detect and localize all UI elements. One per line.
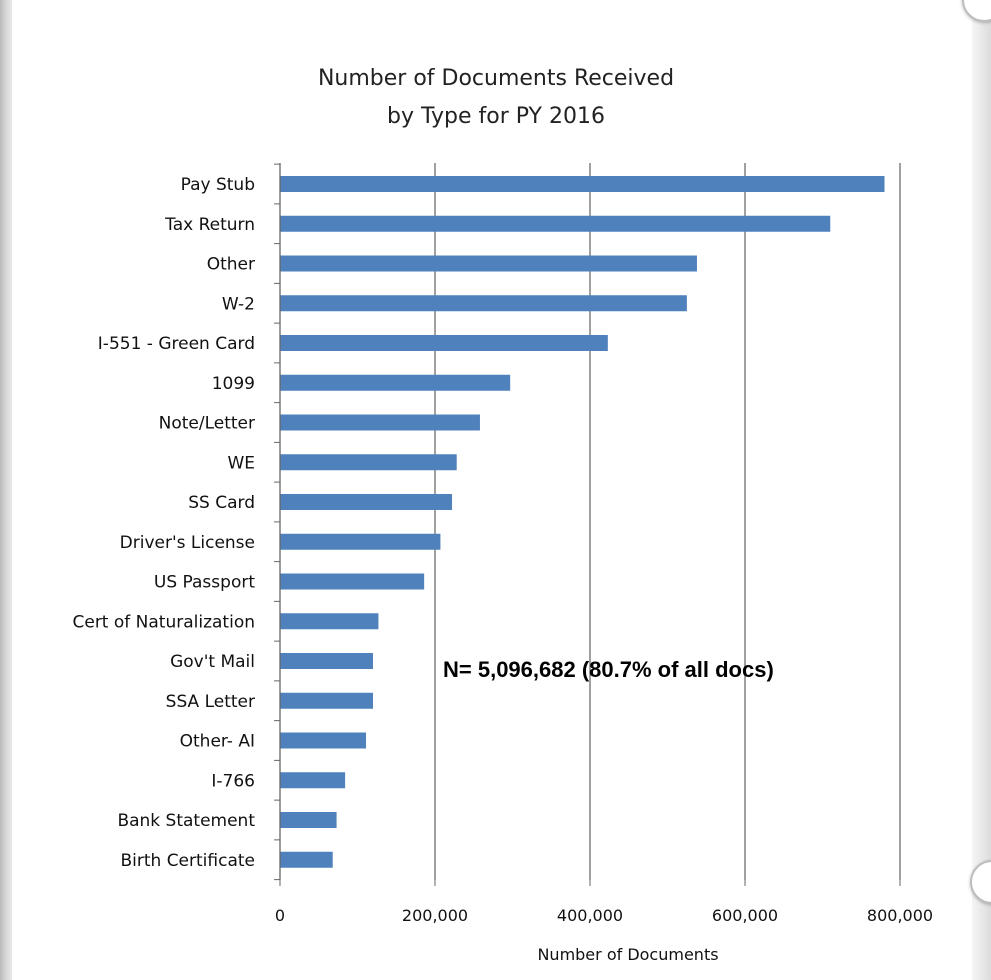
x-tick-label: 0 bbox=[275, 906, 285, 925]
bar bbox=[280, 335, 608, 351]
bar bbox=[280, 414, 480, 431]
bar bbox=[280, 613, 379, 630]
category-label: Note/Letter bbox=[159, 414, 255, 434]
category-label: I-551 - Green Card bbox=[98, 334, 255, 354]
annotation-total: N= 5,096,682 (80.7% of all docs) bbox=[443, 657, 774, 682]
category-labels: Pay Stub Tax Return Other W-2 I-551 - Green … bbox=[72, 175, 255, 871]
x-tick-label: 600,000 bbox=[712, 906, 778, 925]
category-label: Other bbox=[207, 255, 255, 275]
category-label: Pay Stub bbox=[181, 175, 255, 195]
category-label: I-766 bbox=[211, 771, 255, 791]
bar bbox=[280, 255, 697, 272]
category-label: Bank Statement bbox=[117, 811, 255, 831]
bar bbox=[280, 295, 687, 312]
bar bbox=[280, 374, 511, 391]
category-label: SS Card bbox=[188, 493, 255, 513]
category-label: W-2 bbox=[222, 294, 255, 314]
x-tick-label: 800,000 bbox=[867, 906, 933, 925]
chart-title-line-2: by Type for PY 2016 bbox=[387, 104, 605, 129]
gridlines bbox=[434, 163, 901, 880]
x-tick-label: 400,000 bbox=[557, 906, 623, 925]
bar bbox=[280, 573, 425, 590]
x-tick-label: 200,000 bbox=[402, 906, 468, 925]
category-label: SSA Letter bbox=[166, 692, 255, 712]
x-axis-title: Number of Documents bbox=[537, 945, 718, 964]
bar bbox=[280, 653, 373, 669]
bar bbox=[280, 732, 367, 749]
slide-panel bbox=[12, 0, 972, 980]
bar bbox=[280, 772, 346, 789]
category-label: WE bbox=[227, 453, 255, 473]
category-label: Cert of Naturalization bbox=[72, 612, 255, 632]
category-label: Driver's License bbox=[120, 533, 255, 553]
bar bbox=[280, 533, 441, 550]
bar bbox=[280, 851, 333, 868]
category-label: 1099 bbox=[212, 374, 255, 394]
bar bbox=[280, 176, 885, 192]
chart-title-line-1: Number of Documents Received bbox=[318, 66, 674, 91]
category-label: Gov't Mail bbox=[170, 652, 255, 672]
category-label: Other- AI bbox=[180, 732, 255, 752]
category-label: US Passport bbox=[154, 573, 255, 593]
x-tick-labels: 0 200,000 400,000 600,000 800,000 bbox=[275, 906, 933, 925]
category-label: Tax Return bbox=[164, 215, 255, 235]
axes bbox=[274, 163, 901, 886]
bar bbox=[280, 812, 337, 828]
bar bbox=[280, 692, 373, 709]
bar bbox=[280, 215, 831, 232]
bar bbox=[280, 454, 457, 471]
category-label: Birth Certificate bbox=[120, 851, 255, 871]
bar bbox=[280, 494, 453, 510]
bars bbox=[280, 176, 885, 868]
